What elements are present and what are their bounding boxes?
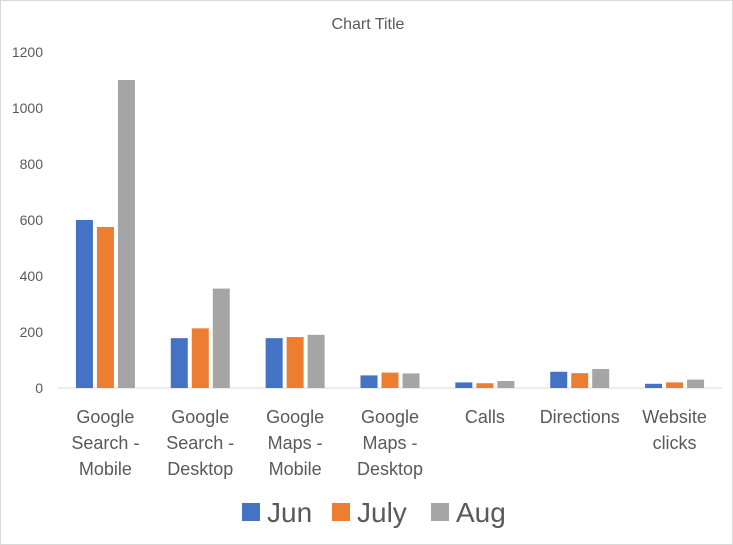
x-category-label: Maps - (268, 433, 323, 453)
x-category-label: Google (361, 407, 419, 427)
x-category-label: Google (266, 407, 324, 427)
y-tick-label: 1000 (12, 100, 43, 116)
legend: Jun July Aug (242, 497, 506, 528)
x-category-label: Directions (540, 407, 620, 427)
bar-july (191, 328, 209, 388)
x-category-label: Mobile (79, 459, 132, 479)
x-category-label: Search - (166, 433, 234, 453)
bar-jun (645, 383, 663, 388)
legend-label-aug: Aug (456, 497, 506, 528)
bar-july (666, 382, 684, 388)
bar-july (571, 373, 589, 388)
bar-jun (170, 338, 188, 388)
x-axis-labels: Google Search - Mobile Google Search - Deskto… (71, 407, 707, 479)
legend-label-july: July (357, 497, 407, 528)
y-tick-label: 600 (20, 212, 44, 228)
y-tick-label: 0 (35, 380, 43, 396)
bar-aug (592, 368, 610, 388)
chart-title: Chart Title (332, 16, 405, 33)
bar-july (476, 383, 494, 388)
bar-july (381, 372, 399, 388)
bar-aug (117, 80, 135, 388)
y-tick-label: 1200 (12, 44, 43, 60)
bar-aug (402, 373, 420, 388)
legend-swatch-jun (242, 503, 260, 521)
bar-aug (212, 288, 230, 388)
x-category-label: Search - (71, 433, 139, 453)
x-category-label: Desktop (167, 459, 233, 479)
x-category-label: Website (642, 407, 707, 427)
bar-jun (550, 371, 568, 388)
bar-july (96, 227, 114, 388)
bar-aug (497, 381, 515, 388)
y-axis-ticks: 0 200 400 600 800 1000 1200 (12, 44, 43, 396)
x-category-label: clicks (653, 433, 697, 453)
bar-july (286, 337, 304, 388)
legend-label-jun: Jun (267, 497, 312, 528)
x-category-label: Desktop (357, 459, 423, 479)
legend-swatch-aug (431, 503, 449, 521)
legend-swatch-july (332, 503, 350, 521)
bar-aug (687, 379, 705, 388)
bar-jun (455, 382, 473, 388)
x-category-label: Google (171, 407, 229, 427)
bar-aug (307, 334, 325, 388)
x-category-label: Calls (465, 407, 505, 427)
x-category-label: Maps - (362, 433, 417, 453)
bar-jun (75, 220, 93, 388)
bar-jun (265, 338, 283, 388)
bar-jun (360, 375, 378, 388)
y-tick-label: 800 (20, 156, 44, 172)
bars (75, 80, 705, 388)
y-tick-label: 400 (20, 268, 44, 284)
y-tick-label: 200 (20, 324, 44, 340)
x-category-label: Google (76, 407, 134, 427)
x-category-label: Mobile (269, 459, 322, 479)
